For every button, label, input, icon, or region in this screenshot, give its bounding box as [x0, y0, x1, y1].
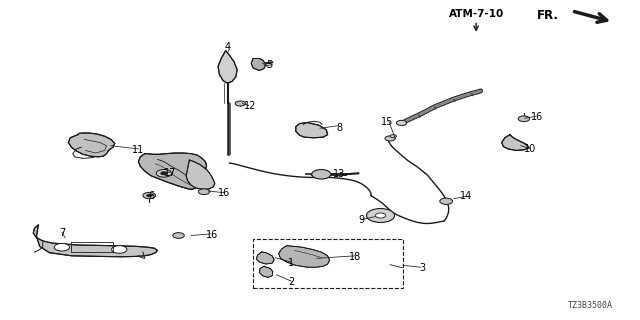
Polygon shape — [251, 59, 266, 70]
Circle shape — [312, 170, 331, 179]
Circle shape — [376, 213, 386, 218]
Circle shape — [385, 136, 395, 141]
Text: TZ3B3500A: TZ3B3500A — [568, 301, 613, 310]
Polygon shape — [278, 246, 330, 267]
Text: 16: 16 — [205, 229, 218, 240]
Polygon shape — [186, 160, 215, 189]
Text: 11: 11 — [132, 146, 145, 156]
Text: 10: 10 — [524, 144, 536, 154]
Text: 1: 1 — [288, 258, 294, 268]
Text: 2: 2 — [288, 277, 294, 287]
Circle shape — [156, 170, 172, 177]
Text: 8: 8 — [336, 123, 342, 133]
Text: 6: 6 — [148, 191, 154, 202]
Text: 12: 12 — [244, 101, 256, 111]
Polygon shape — [68, 133, 115, 157]
Circle shape — [367, 209, 394, 222]
Polygon shape — [138, 153, 207, 189]
Text: 7: 7 — [59, 228, 65, 238]
Bar — [253, 239, 403, 288]
Text: 3: 3 — [419, 263, 425, 273]
Polygon shape — [218, 51, 237, 83]
Text: 18: 18 — [349, 252, 361, 262]
Text: ATM-7-10: ATM-7-10 — [449, 9, 504, 19]
Text: 9: 9 — [358, 215, 365, 225]
Text: 5: 5 — [266, 60, 272, 70]
Text: FR.: FR. — [537, 9, 559, 22]
Circle shape — [396, 120, 406, 125]
Polygon shape — [256, 252, 274, 264]
Polygon shape — [296, 123, 328, 138]
Circle shape — [147, 194, 152, 197]
Circle shape — [173, 233, 184, 238]
Circle shape — [111, 246, 127, 253]
Text: 16: 16 — [218, 188, 230, 198]
Polygon shape — [502, 135, 529, 150]
Text: 17: 17 — [164, 168, 177, 178]
Circle shape — [518, 116, 530, 122]
Circle shape — [198, 189, 210, 195]
Circle shape — [236, 101, 246, 106]
Polygon shape — [33, 225, 157, 257]
Text: 14: 14 — [460, 191, 473, 202]
Circle shape — [161, 172, 167, 175]
Text: 16: 16 — [531, 112, 543, 122]
Circle shape — [390, 135, 396, 138]
Text: 13: 13 — [333, 169, 345, 179]
Text: 15: 15 — [381, 117, 393, 127]
Text: 4: 4 — [225, 42, 230, 52]
Polygon shape — [259, 266, 273, 277]
Circle shape — [54, 244, 70, 251]
Circle shape — [440, 198, 452, 204]
Circle shape — [143, 192, 156, 199]
